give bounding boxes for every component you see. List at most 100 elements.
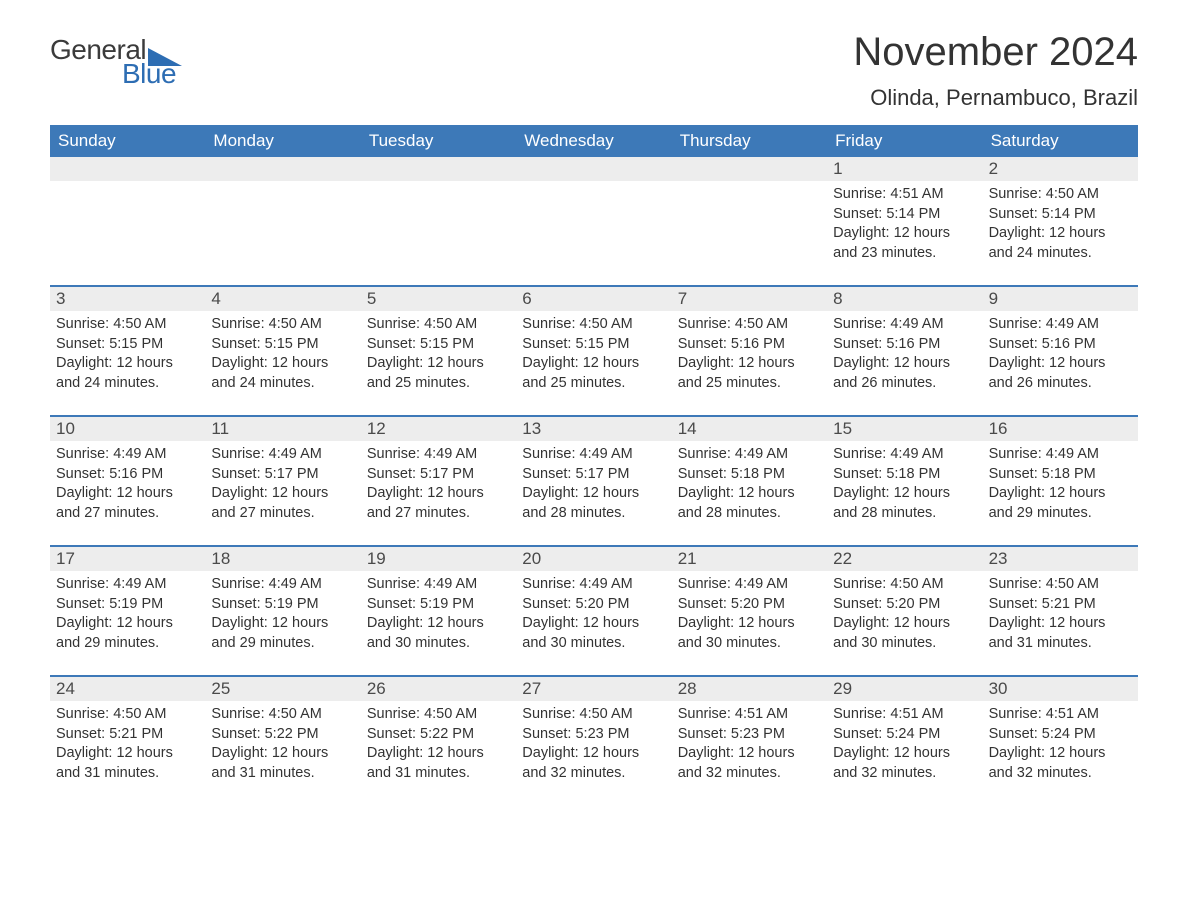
day-body: Sunrise: 4:50 AMSunset: 5:15 PMDaylight:… [205,311,360,397]
sunrise-text: Sunrise: 4:50 AM [56,705,199,725]
day-cell: 26Sunrise: 4:50 AMSunset: 5:22 PMDayligh… [361,677,516,805]
day-body: Sunrise: 4:50 AMSunset: 5:14 PMDaylight:… [983,181,1138,267]
daylight-text: Daylight: 12 hours and 25 minutes. [367,354,510,393]
day-number [672,157,827,181]
daylight-text: Daylight: 12 hours and 30 minutes. [522,614,665,653]
day-number: 13 [516,417,671,441]
sunrise-text: Sunrise: 4:50 AM [367,705,510,725]
sunset-text: Sunset: 5:22 PM [211,725,354,745]
day-number: 4 [205,287,360,311]
sunset-text: Sunset: 5:19 PM [367,595,510,615]
daylight-text: Daylight: 12 hours and 27 minutes. [367,484,510,523]
day-number: 28 [672,677,827,701]
daylight-text: Daylight: 12 hours and 30 minutes. [367,614,510,653]
sunset-text: Sunset: 5:20 PM [678,595,821,615]
day-body: Sunrise: 4:49 AMSunset: 5:19 PMDaylight:… [361,571,516,657]
day-body: Sunrise: 4:50 AMSunset: 5:15 PMDaylight:… [516,311,671,397]
day-number: 23 [983,547,1138,571]
day-cell: 20Sunrise: 4:49 AMSunset: 5:20 PMDayligh… [516,547,671,675]
daylight-text: Daylight: 12 hours and 29 minutes. [56,614,199,653]
week-row: 17Sunrise: 4:49 AMSunset: 5:19 PMDayligh… [50,545,1138,675]
sunrise-text: Sunrise: 4:50 AM [989,575,1132,595]
sunset-text: Sunset: 5:16 PM [989,335,1132,355]
sunset-text: Sunset: 5:17 PM [211,465,354,485]
sunrise-text: Sunrise: 4:51 AM [678,705,821,725]
sunrise-text: Sunrise: 4:50 AM [367,315,510,335]
daylight-text: Daylight: 12 hours and 24 minutes. [211,354,354,393]
weekday-header: Saturday [983,125,1138,157]
sunset-text: Sunset: 5:16 PM [56,465,199,485]
day-cell: 30Sunrise: 4:51 AMSunset: 5:24 PMDayligh… [983,677,1138,805]
day-number: 21 [672,547,827,571]
sunset-text: Sunset: 5:18 PM [678,465,821,485]
calendar: SundayMondayTuesdayWednesdayThursdayFrid… [50,125,1138,805]
day-number: 18 [205,547,360,571]
sunrise-text: Sunrise: 4:50 AM [833,575,976,595]
day-body: Sunrise: 4:50 AMSunset: 5:21 PMDaylight:… [983,571,1138,657]
daylight-text: Daylight: 12 hours and 29 minutes. [211,614,354,653]
day-cell: 8Sunrise: 4:49 AMSunset: 5:16 PMDaylight… [827,287,982,415]
day-body: Sunrise: 4:51 AMSunset: 5:24 PMDaylight:… [827,701,982,787]
day-cell [672,157,827,285]
sunrise-text: Sunrise: 4:49 AM [211,575,354,595]
day-number: 16 [983,417,1138,441]
day-cell: 7Sunrise: 4:50 AMSunset: 5:16 PMDaylight… [672,287,827,415]
daylight-text: Daylight: 12 hours and 28 minutes. [678,484,821,523]
day-body: Sunrise: 4:49 AMSunset: 5:18 PMDaylight:… [672,441,827,527]
header: General Blue November 2024 Olinda, Perna… [50,30,1138,111]
day-body: Sunrise: 4:50 AMSunset: 5:16 PMDaylight:… [672,311,827,397]
day-number: 14 [672,417,827,441]
week-row: 3Sunrise: 4:50 AMSunset: 5:15 PMDaylight… [50,285,1138,415]
daylight-text: Daylight: 12 hours and 31 minutes. [56,744,199,783]
week-row: 10Sunrise: 4:49 AMSunset: 5:16 PMDayligh… [50,415,1138,545]
day-body: Sunrise: 4:49 AMSunset: 5:17 PMDaylight:… [205,441,360,527]
sunset-text: Sunset: 5:14 PM [989,205,1132,225]
day-cell: 17Sunrise: 4:49 AMSunset: 5:19 PMDayligh… [50,547,205,675]
day-number: 3 [50,287,205,311]
day-number: 12 [361,417,516,441]
day-cell: 22Sunrise: 4:50 AMSunset: 5:20 PMDayligh… [827,547,982,675]
day-body: Sunrise: 4:49 AMSunset: 5:19 PMDaylight:… [205,571,360,657]
day-cell [50,157,205,285]
daylight-text: Daylight: 12 hours and 26 minutes. [989,354,1132,393]
sunrise-text: Sunrise: 4:49 AM [678,575,821,595]
day-number: 17 [50,547,205,571]
day-body: Sunrise: 4:49 AMSunset: 5:18 PMDaylight:… [983,441,1138,527]
day-body: Sunrise: 4:49 AMSunset: 5:16 PMDaylight:… [983,311,1138,397]
sunset-text: Sunset: 5:19 PM [56,595,199,615]
sunrise-text: Sunrise: 4:51 AM [989,705,1132,725]
sunrise-text: Sunrise: 4:49 AM [367,575,510,595]
day-number: 30 [983,677,1138,701]
sunset-text: Sunset: 5:17 PM [522,465,665,485]
week-row: 1Sunrise: 4:51 AMSunset: 5:14 PMDaylight… [50,157,1138,285]
sunrise-text: Sunrise: 4:50 AM [678,315,821,335]
sunrise-text: Sunrise: 4:49 AM [989,445,1132,465]
day-body: Sunrise: 4:50 AMSunset: 5:23 PMDaylight:… [516,701,671,787]
sunrise-text: Sunrise: 4:50 AM [522,705,665,725]
weekday-header: Friday [827,125,982,157]
day-body: Sunrise: 4:51 AMSunset: 5:23 PMDaylight:… [672,701,827,787]
daylight-text: Daylight: 12 hours and 24 minutes. [56,354,199,393]
day-body: Sunrise: 4:51 AMSunset: 5:24 PMDaylight:… [983,701,1138,787]
day-cell: 23Sunrise: 4:50 AMSunset: 5:21 PMDayligh… [983,547,1138,675]
day-body: Sunrise: 4:49 AMSunset: 5:20 PMDaylight:… [516,571,671,657]
sunset-text: Sunset: 5:21 PM [56,725,199,745]
sunset-text: Sunset: 5:23 PM [522,725,665,745]
weeks-container: 1 Sunrise: 4:51 AM Sunset: 5:14 PM Daylight… [50,157,1138,805]
sunrise-text: Sunrise: 4:49 AM [522,445,665,465]
sunset-text: Sunset: 5:19 PM [211,595,354,615]
daylight-text: Daylight: 12 hours and 25 minutes. [678,354,821,393]
daylight-text: Daylight: 12 hours and 32 minutes. [989,744,1132,783]
day-body: Sunrise: 4:50 AMSunset: 5:15 PMDaylight:… [50,311,205,397]
day-number [205,157,360,181]
day-cell: 25Sunrise: 4:50 AMSunset: 5:22 PMDayligh… [205,677,360,805]
day-cell: 11Sunrise: 4:49 AMSunset: 5:17 PMDayligh… [205,417,360,545]
day-body: Sunrise: 4:49 AMSunset: 5:20 PMDaylight:… [672,571,827,657]
day-number: 7 [672,287,827,311]
day-number: 29 [827,677,982,701]
logo-text-blue: Blue [122,58,176,90]
sunrise-text: Sunrise: 4:50 AM [56,315,199,335]
sunrise-text: Sunrise: 4:49 AM [522,575,665,595]
day-number: 1 [827,157,982,181]
day-body: Sunrise: 4:49 AMSunset: 5:17 PMDaylight:… [516,441,671,527]
